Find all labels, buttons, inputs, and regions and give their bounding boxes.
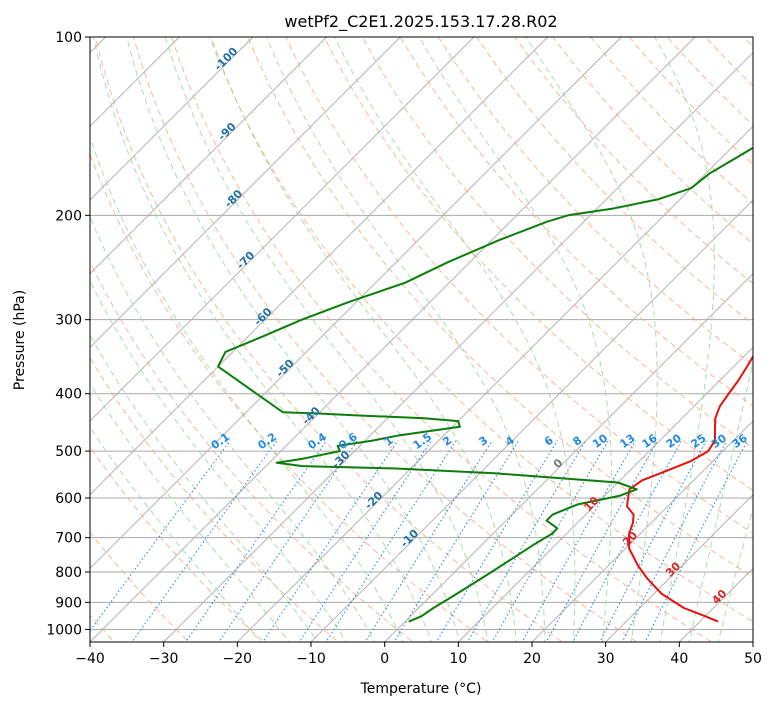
y-axis-title: Pressure (hPa) bbox=[12, 290, 28, 390]
moist-adiabat-line bbox=[525, 37, 658, 642]
y-tick-label: 1000 bbox=[46, 622, 82, 638]
isotherm-line bbox=[531, 420, 753, 642]
moist-adiabat-line bbox=[266, 37, 546, 642]
mixing-ratio-line bbox=[644, 440, 748, 642]
moist-adiabat-line bbox=[90, 135, 404, 642]
mixing-ratio-line bbox=[393, 440, 520, 642]
dry-adiabat-line bbox=[285, 37, 753, 535]
x-axis-title: Temperature (°C) bbox=[360, 681, 482, 697]
moist-adiabat-line bbox=[334, 37, 576, 642]
x-tick-label: −20 bbox=[223, 651, 253, 667]
y-tick-label: 300 bbox=[55, 313, 82, 329]
x-tick-label: 0 bbox=[380, 651, 389, 667]
mixing-ratio-line bbox=[599, 440, 707, 642]
moist-adiabat-line bbox=[717, 506, 753, 642]
background-lines bbox=[90, 37, 753, 642]
moist-adiabat-line bbox=[90, 334, 319, 642]
dry-adiabat-line bbox=[399, 37, 753, 407]
sounding-profiles bbox=[217, 146, 753, 623]
dry-adiabat-line bbox=[90, 152, 489, 642]
x-tick-label: −40 bbox=[75, 651, 105, 667]
isotherm-line bbox=[163, 52, 753, 642]
dry-adiabat-line bbox=[90, 356, 339, 642]
dry-adiabat-line bbox=[323, 37, 753, 491]
mixing-ratio-line bbox=[325, 440, 457, 642]
x-tick-label: 30 bbox=[597, 651, 615, 667]
mixing-ratio-line bbox=[298, 440, 432, 642]
moist-adiabat-line bbox=[90, 382, 290, 642]
y-tick-label: 900 bbox=[55, 595, 82, 611]
mixing-ratio-line bbox=[364, 440, 493, 642]
y-axis-ticks: 1000 900 800 700 600 500 400 300 200 100 bbox=[46, 30, 90, 638]
y-tick-label: 100 bbox=[55, 30, 82, 46]
moist-adiabat-line bbox=[90, 279, 347, 642]
moist-adiabat-line bbox=[126, 37, 461, 642]
y-tick-label: 200 bbox=[55, 208, 82, 224]
mixing-ratio-line bbox=[521, 440, 637, 642]
mixing-ratio-line bbox=[218, 440, 358, 642]
dry-adiabat-line bbox=[94, 37, 564, 642]
isotherm-line bbox=[90, 37, 622, 569]
moist-adiabat-line bbox=[210, 37, 518, 642]
mixing-ratio-line bbox=[466, 440, 587, 642]
moist-adiabat-line bbox=[418, 37, 613, 642]
plot-frame bbox=[89, 36, 754, 643]
dry-adiabat-line bbox=[132, 37, 638, 642]
isotherm-line bbox=[752, 641, 753, 642]
x-tick-label: −10 bbox=[296, 651, 326, 667]
moist-adiabat-line bbox=[90, 426, 261, 642]
temperature-profile-line bbox=[626, 354, 753, 623]
mixing-ratio-line bbox=[435, 440, 558, 642]
isotherm-line bbox=[90, 37, 696, 642]
mixing-ratio-lines bbox=[90, 440, 748, 642]
isotherm-line bbox=[605, 494, 753, 642]
isotherm-line bbox=[384, 273, 753, 642]
mixing-ratio-line bbox=[621, 440, 728, 642]
x-tick-label: 40 bbox=[670, 651, 688, 667]
mixing-ratio-line bbox=[572, 440, 683, 642]
dry-adiabat-line bbox=[90, 446, 265, 642]
dry-adiabat-line bbox=[90, 260, 414, 642]
x-tick-label: 50 bbox=[744, 651, 762, 667]
moist-adiabat-line bbox=[90, 215, 376, 642]
x-tick-label: −30 bbox=[149, 651, 179, 667]
isotherm-line bbox=[458, 346, 753, 642]
dewpoint-profile-line bbox=[217, 146, 753, 623]
isotherm-line bbox=[237, 125, 753, 642]
moist-adiabat-line bbox=[688, 358, 753, 642]
dry-adiabat-line bbox=[361, 37, 753, 449]
y-tick-label: 600 bbox=[55, 491, 82, 507]
y-tick-label: 400 bbox=[55, 387, 82, 403]
isotherm-line bbox=[90, 37, 327, 275]
chart-title: wetPf2_C2E1.2025.153.17.28.R02 bbox=[284, 12, 557, 32]
isotherm-line bbox=[90, 37, 475, 422]
x-axis-ticks: −40 −30 −20 −10 0 10 20 30 40 50 bbox=[75, 642, 762, 667]
moist-adiabats bbox=[90, 37, 753, 642]
isotherm-line bbox=[90, 37, 548, 496]
y-tick-label: 700 bbox=[55, 531, 82, 547]
moist-adiabat-line bbox=[92, 37, 432, 642]
plot-background bbox=[90, 37, 753, 642]
x-tick-label: 10 bbox=[449, 651, 467, 667]
y-tick-label: 500 bbox=[55, 444, 82, 460]
x-tick-label: 20 bbox=[523, 651, 541, 667]
y-tick-label: 800 bbox=[55, 565, 82, 581]
moist-adiabat-line bbox=[654, 37, 715, 642]
dry-adiabat-line bbox=[209, 37, 753, 623]
mixing-ratio-line bbox=[90, 440, 231, 632]
isotherm-line bbox=[90, 37, 401, 348]
isobar-gridlines bbox=[90, 37, 753, 630]
isotherm-gridlines bbox=[90, 37, 753, 642]
isotherm-line bbox=[90, 37, 254, 201]
mixing-ratio-line bbox=[491, 440, 609, 642]
moist-adiabat-line bbox=[164, 37, 489, 642]
mixing-ratio-line bbox=[185, 440, 328, 642]
